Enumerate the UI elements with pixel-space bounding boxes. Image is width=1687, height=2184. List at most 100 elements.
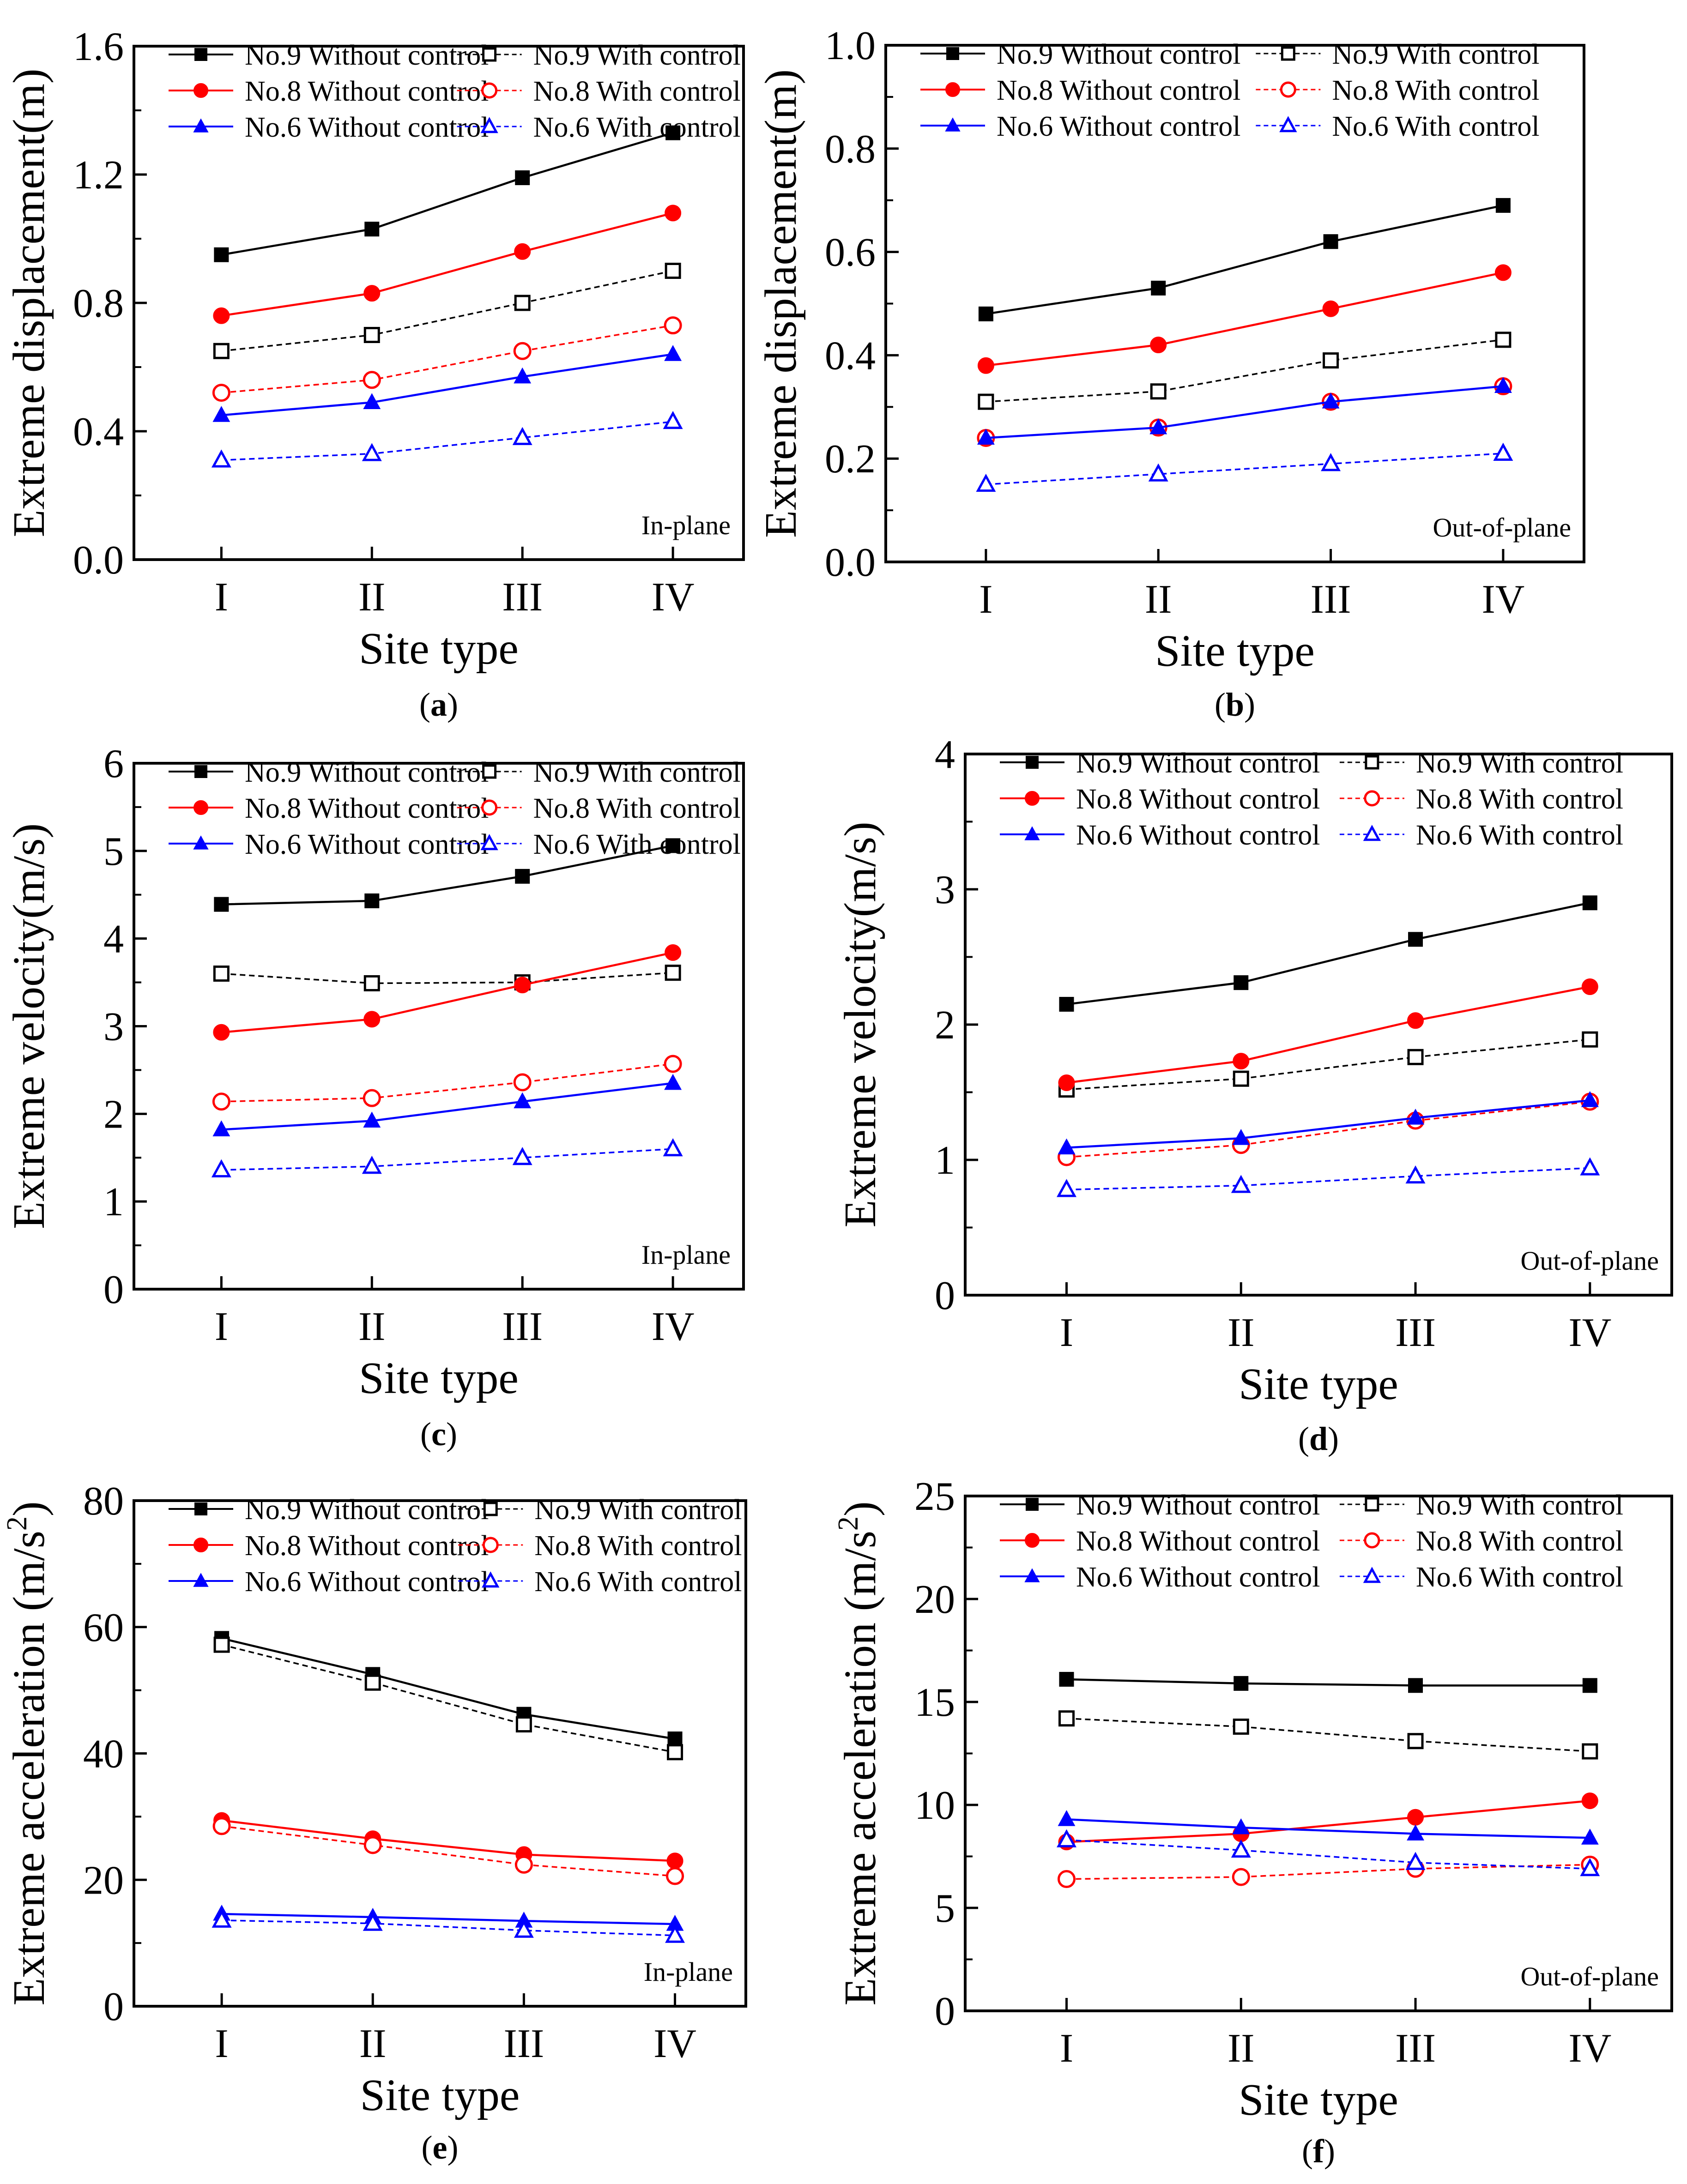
data-point <box>1322 392 1340 409</box>
legend-label: No.8 With control <box>1332 75 1539 106</box>
series-line <box>1066 1678 1590 1687</box>
legend-marker <box>1363 825 1381 841</box>
data-point <box>1058 1810 1076 1826</box>
legend-item: No.8 With control <box>457 793 741 824</box>
series-line <box>221 132 673 256</box>
x-axis-title: Site type <box>1155 626 1315 676</box>
x-tick-label: III <box>1311 577 1351 622</box>
data-point <box>212 1120 230 1137</box>
legend-marker <box>193 118 209 133</box>
y-tick-label: 0.0 <box>825 540 876 585</box>
caption-letter: e <box>433 2129 447 2166</box>
legend-item: No.6 Without control <box>1000 820 1320 851</box>
legend-marker <box>1025 1533 1040 1548</box>
series-line <box>221 1082 673 1131</box>
legend-marker <box>482 47 497 62</box>
legend-marker <box>1281 46 1295 61</box>
series-line <box>222 1919 675 1937</box>
x-tick-label: II <box>1227 2026 1255 2071</box>
caption-letter: d <box>1309 1420 1328 1457</box>
data-point <box>1233 1070 1249 1087</box>
y-tick-label: 80 <box>83 1479 124 1524</box>
legend-item: No.9 Without control <box>1000 1490 1320 1521</box>
data-point <box>1581 978 1598 995</box>
data-point <box>1407 1049 1424 1065</box>
legend-item: No.8 Without control <box>169 1530 489 1562</box>
data-point <box>213 1636 230 1653</box>
data-point <box>364 1674 381 1691</box>
legend-marker <box>945 117 961 132</box>
data-point <box>514 367 532 384</box>
data-point <box>1582 1031 1598 1048</box>
data-point <box>665 205 682 222</box>
data-point <box>1150 383 1167 400</box>
legend-marker <box>482 1571 500 1588</box>
data-point <box>1321 453 1341 471</box>
data-point <box>665 944 682 961</box>
y-tick-label: 3 <box>103 1005 124 1050</box>
data-point <box>363 1836 382 1854</box>
series-line <box>1066 1099 1590 1149</box>
y-tick-label: 1.2 <box>73 153 124 198</box>
y-axis-title-text: Extreme velocity(m/s) <box>835 822 885 1228</box>
y-tick-label: 40 <box>83 1732 124 1777</box>
data-point <box>665 263 681 279</box>
legend-marker <box>193 1538 208 1552</box>
x-tick-label: III <box>502 575 543 620</box>
data-point <box>663 410 683 429</box>
legend-marker <box>193 835 209 850</box>
caption-open-paren: ( <box>1298 1420 1309 1457</box>
x-tick-label: IV <box>1568 2026 1611 2071</box>
y-tick-label: 2 <box>103 1092 124 1137</box>
series-line <box>1066 902 1590 1006</box>
series-line <box>221 1148 673 1171</box>
data-point <box>1058 1074 1075 1091</box>
legend-marker <box>483 1502 498 1516</box>
legend-item: No.6 With control <box>458 1566 742 1598</box>
y-axis-title-text: Extreme displacement(m) <box>756 69 806 538</box>
x-tick-label: II <box>358 1304 386 1349</box>
series-line <box>221 421 673 461</box>
y-axis-title-superscript: 2 <box>1 1516 33 1531</box>
panel-annotation: Out-of-plane <box>1520 1961 1659 1991</box>
y-axis-title: Extreme acceleration (m/s2) <box>833 1501 885 2005</box>
y-axis-title-text: Extreme acceleration (m/s <box>4 1531 54 2005</box>
legend-marker <box>482 1537 499 1553</box>
data-point <box>977 428 995 445</box>
data-point <box>1150 337 1167 354</box>
y-tick-label: 20 <box>914 1577 955 1622</box>
y-axis-title: Extreme displacement(m) <box>756 69 806 538</box>
legend-marker <box>1026 756 1039 769</box>
series-line <box>1066 1167 1590 1191</box>
x-tick-label: IV <box>653 2021 696 2066</box>
series-line <box>221 971 673 984</box>
data-point <box>363 975 380 991</box>
legend-item: No.9 With control <box>1339 1490 1623 1521</box>
legend-label: No.8 With control <box>1416 784 1623 815</box>
x-tick-label: IV <box>1481 577 1524 622</box>
panel-caption: (e) <box>422 2129 459 2166</box>
data-point <box>363 285 381 302</box>
caption-letter: a <box>430 686 447 723</box>
legend-item: No.6 Without control <box>169 112 489 143</box>
legend-item: No.8 Without control <box>920 75 1240 106</box>
caption-letter: c <box>431 1416 446 1453</box>
legend-item: No.8 Without control <box>169 793 489 824</box>
legend-item: No.6 Without control <box>1000 1562 1320 1593</box>
x-axis-title: Site type <box>1239 1359 1398 1409</box>
series-line <box>1066 1864 1590 1880</box>
legend-label: No.8 Without control <box>245 1530 489 1562</box>
legend-marker <box>194 48 207 61</box>
data-point <box>1582 1678 1597 1693</box>
series-line <box>221 1063 673 1103</box>
data-point <box>211 449 231 468</box>
legend-item: No.8 With control <box>1339 1526 1623 1557</box>
legend-label: No.6 With control <box>534 1566 742 1598</box>
y-tick-label: 0.4 <box>73 410 124 454</box>
data-point <box>1407 1809 1424 1826</box>
data-point <box>1580 1157 1600 1176</box>
data-point <box>1232 1868 1250 1886</box>
